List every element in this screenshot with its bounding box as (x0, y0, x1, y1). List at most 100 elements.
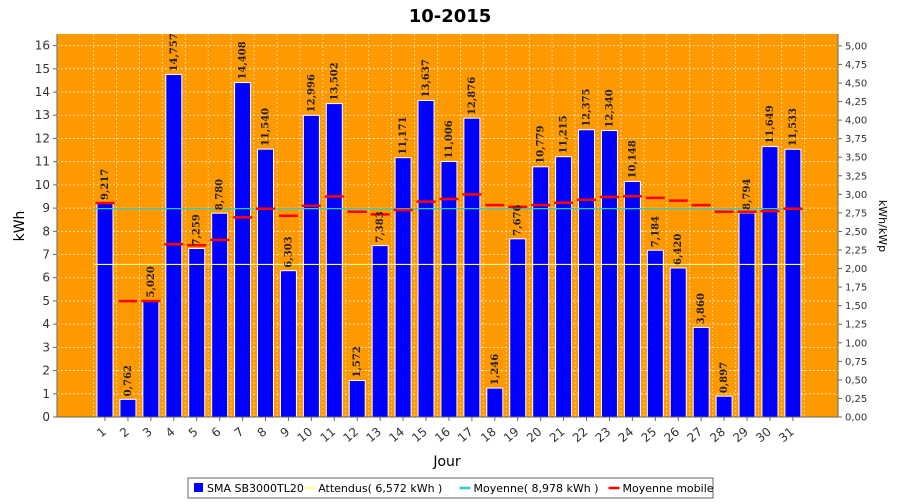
y-tick-label: 10 (35, 178, 50, 192)
bar (348, 380, 366, 418)
bar (325, 103, 343, 418)
y2-tick-label: 4,25 (845, 97, 867, 108)
legend-entry: SMA SB3000TL20 (207, 482, 304, 495)
legend-box (187, 477, 714, 499)
y2-tick-label: 3,25 (845, 171, 867, 182)
y2-tick-label: 3,50 (845, 153, 867, 164)
y2-tick-label: 4,50 (845, 78, 867, 89)
bar (302, 114, 320, 418)
x-tick-label: 27 (684, 425, 705, 446)
data-label: 12,340 (604, 89, 615, 127)
y-tick-label: 13 (35, 108, 50, 122)
x-tick-label: 24 (616, 425, 637, 446)
data-label: 11,215 (559, 115, 570, 153)
data-labels: 9,217 0,762 5,020 14,757 7,259 8,780 14,408 11,… (100, 33, 799, 396)
bar (463, 117, 481, 418)
bar (119, 398, 137, 418)
data-label: 8,794 (742, 179, 753, 210)
bar (761, 146, 779, 418)
data-label: 7,383 (375, 211, 386, 242)
y-tick-label: 6 (42, 271, 50, 285)
data-label: 3,860 (696, 293, 707, 324)
legend-swatch (194, 483, 203, 492)
bar (578, 129, 596, 418)
y2-tick-label: 1,00 (845, 338, 867, 349)
bar (371, 245, 389, 418)
legend: SMA SB3000TL20 Attendus( 6,572 kWh ) Moyen… (187, 477, 714, 499)
x-axis: 1 2 3 4 5 6 7 8 9 10 11 12 13 14 15 16 17 18 19 20 21 22 23 24 2… (57, 416, 838, 446)
y2-tick-label: 2,25 (845, 245, 867, 256)
data-label: 11,540 (261, 108, 272, 146)
data-label: 0,897 (719, 362, 730, 393)
y-tick-label: 15 (35, 62, 50, 76)
x-tick-label: 15 (409, 425, 430, 446)
y-tick-label: 11 (35, 155, 50, 169)
y-tick-label: 1 (42, 387, 50, 401)
x-tick-label: 12 (340, 425, 361, 446)
x-tick-label: 3 (140, 425, 155, 441)
legend-entry: Moyenne mobile (623, 482, 714, 495)
data-label: 11,006 (444, 120, 455, 158)
x-tick-label: 26 (661, 425, 682, 446)
y-axis-label: kWh (12, 211, 28, 242)
x-tick-label: 31 (776, 425, 797, 446)
y2-tick-label: 3,75 (845, 134, 867, 145)
bar (417, 99, 435, 418)
x-tick-label: 4 (163, 425, 178, 441)
data-label: 6,303 (283, 236, 294, 267)
x-tick-label: 11 (318, 425, 339, 446)
y2-axis: 0,00 0,25 0,50 0,75 1,00 1,25 1,50 1,75 2,00 2,25… (837, 34, 867, 424)
bar (234, 82, 252, 418)
y2-tick-label: 0,50 (845, 375, 867, 386)
x-tick-label: 19 (501, 425, 522, 446)
y-tick-label: 4 (42, 317, 50, 331)
data-label: 9,217 (100, 169, 111, 200)
x-tick-label: 5 (186, 425, 201, 441)
data-label: 6,420 (673, 234, 684, 265)
x-tick-label: 18 (478, 425, 499, 446)
data-label: 0,762 (123, 365, 134, 396)
bar (96, 202, 114, 418)
bar (188, 248, 206, 418)
bar (715, 395, 733, 418)
y-tick-label: 8 (42, 224, 50, 238)
x-tick-label: 10 (295, 425, 316, 446)
x-tick-label: 21 (547, 425, 568, 446)
data-label: 11,649 (765, 105, 776, 143)
data-label: 10,779 (536, 125, 547, 163)
y-tick-label: 14 (35, 85, 50, 99)
data-label: 8,780 (215, 179, 226, 210)
data-label: 14,757 (169, 33, 180, 71)
y-tick-label: 0 (42, 410, 50, 424)
bar (486, 387, 504, 418)
data-label: 13,637 (421, 59, 432, 97)
data-label: 5,020 (146, 266, 157, 297)
x-tick-label: 1 (94, 425, 109, 441)
x-axis-label: Jour (432, 454, 461, 470)
data-label: 11,171 (398, 116, 409, 154)
x-tick-label: 17 (455, 425, 476, 446)
y-tick-label: 16 (35, 39, 50, 53)
bar (509, 238, 527, 418)
y2-tick-label: 4,75 (845, 60, 867, 71)
data-label: 7,184 (650, 216, 661, 247)
bar (257, 148, 275, 418)
bar (669, 267, 687, 418)
data-label: 1,246 (490, 354, 501, 385)
y-tick-label: 3 (42, 340, 50, 354)
y2-tick-label: 0,75 (845, 357, 867, 368)
x-tick-label: 29 (730, 425, 751, 446)
data-label: 12,996 (306, 74, 317, 112)
bar (211, 212, 229, 418)
data-label: 12,876 (467, 77, 478, 115)
legend-entry: Attendus( 6,572 kWh ) (318, 482, 442, 495)
data-label: 7,259 (192, 214, 203, 245)
data-label: 1,572 (352, 346, 363, 377)
y-tick-label: 9 (42, 201, 50, 215)
x-tick-label: 8 (255, 425, 270, 441)
y-tick-label: 7 (42, 248, 50, 262)
y2-tick-label: 0,00 (845, 413, 867, 424)
x-tick-label: 14 (386, 425, 407, 446)
y2-tick-label: 1,50 (845, 301, 867, 312)
